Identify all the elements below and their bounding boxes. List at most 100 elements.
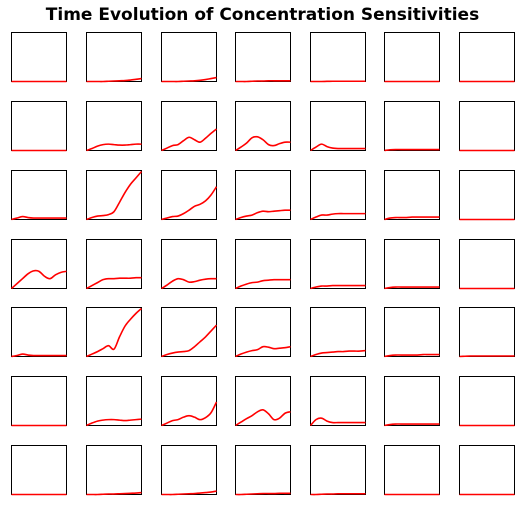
subplot-r5-c1 — [11, 307, 67, 358]
series-line — [384, 216, 440, 221]
subplot-r4-c1 — [10, 239, 67, 290]
subplot-r6-c3 — [161, 376, 218, 427]
chart-title: Time Evolution of Concentration Sensitiv… — [45, 5, 480, 25]
subplot-r7-c4 — [235, 445, 291, 496]
series-line — [235, 345, 291, 358]
subplot-r6-c1 — [11, 376, 67, 427]
series-line — [161, 128, 218, 152]
series-line — [310, 143, 366, 152]
subplot-r7-c1 — [11, 445, 67, 496]
subplot-frame — [384, 239, 440, 289]
subplot-r2-c5 — [310, 101, 366, 152]
subplot-r2-c1 — [11, 101, 67, 152]
series-line — [11, 215, 67, 221]
series-line — [86, 143, 142, 152]
series-line — [384, 353, 440, 358]
series-line — [235, 408, 291, 427]
subplot-r3-c4 — [235, 170, 291, 221]
series-line — [309, 417, 366, 427]
subplot-r4-c4 — [235, 239, 291, 290]
subplot-frame — [459, 170, 515, 220]
subplot-r7-c2 — [86, 445, 142, 496]
subplot-frame — [235, 32, 291, 82]
subplot-r1-c7 — [459, 32, 515, 83]
subplot-r7-c7 — [459, 445, 515, 496]
subplot-r3-c3 — [161, 170, 218, 221]
subplot-r4-c3 — [161, 239, 217, 290]
series-line — [86, 491, 142, 496]
subplot-r2-c6 — [384, 101, 440, 152]
subplot-frame — [235, 170, 291, 220]
subplot-r5-c5 — [310, 307, 366, 358]
subplot-frame — [384, 101, 440, 151]
subplot-r3-c6 — [384, 170, 440, 221]
series-line — [10, 269, 67, 290]
subplot-frame — [161, 376, 217, 426]
series-line — [161, 186, 218, 221]
series-line — [384, 423, 440, 427]
subplot-frame — [11, 32, 67, 82]
subplot-r5-c3 — [161, 307, 218, 358]
subplot-frame — [235, 376, 291, 426]
subplot-frame — [310, 239, 366, 289]
subplot-frame — [11, 101, 67, 151]
subplot-frame — [310, 307, 366, 357]
subplot-frame — [384, 32, 440, 82]
subplot-frame — [235, 445, 291, 495]
subplot-r2-c2 — [86, 101, 142, 152]
subplot-r7-c3 — [161, 445, 217, 496]
series-line — [310, 349, 366, 358]
subplot-r4-c7 — [459, 239, 515, 290]
series-line — [161, 401, 218, 427]
subplot-frame — [384, 445, 440, 495]
series-line — [384, 286, 440, 290]
subplot-r7-c6 — [384, 445, 440, 496]
subplot-frame — [161, 307, 217, 357]
subplot-frame — [86, 445, 142, 495]
subplot-r6-c4 — [235, 376, 291, 427]
subplot-r5-c2 — [86, 307, 143, 358]
subplot-r1-c4 — [235, 32, 291, 83]
series-line — [384, 148, 440, 152]
subplot-frame — [86, 101, 142, 151]
series-line — [235, 278, 291, 290]
subplot-frame — [459, 376, 515, 426]
subplot-r4-c2 — [86, 239, 142, 290]
series-line — [86, 307, 143, 358]
subplot-r6-c6 — [384, 376, 440, 427]
series-line — [86, 276, 142, 290]
subplot-r6-c2 — [86, 376, 142, 427]
subplot-r3-c7 — [459, 170, 515, 221]
subplot-r6-c5 — [309, 376, 366, 427]
series-line — [310, 212, 366, 221]
subplot-frame — [161, 239, 217, 289]
series-line — [235, 79, 291, 83]
subplot-frame — [459, 445, 515, 495]
subplot-r5-c6 — [384, 307, 440, 358]
subplot-frame — [310, 170, 366, 220]
subplot-frame — [11, 170, 67, 220]
series-line — [310, 492, 366, 496]
subplot-frame — [161, 32, 217, 82]
series-line — [310, 284, 366, 290]
series-line — [161, 490, 217, 496]
subplot-frame — [86, 239, 142, 289]
subplot-frame — [384, 376, 440, 426]
subplot-frame — [310, 445, 366, 495]
subplot-r2-c3 — [161, 101, 218, 152]
subplot-frame — [11, 376, 67, 426]
series-line — [235, 492, 291, 496]
series-line — [86, 170, 143, 221]
subplot-r6-c7 — [459, 376, 515, 427]
series-line — [86, 77, 142, 83]
subplot-r1-c3 — [161, 32, 217, 83]
subplot-r4-c5 — [310, 239, 366, 290]
subplot-r1-c6 — [384, 32, 440, 83]
subplot-r3-c5 — [310, 170, 366, 221]
subplot-frame — [310, 376, 366, 426]
subplot-r5-c7 — [459, 307, 515, 358]
subplot-frame — [161, 101, 217, 151]
series-line — [161, 76, 217, 83]
subplot-r4-c6 — [384, 239, 440, 290]
